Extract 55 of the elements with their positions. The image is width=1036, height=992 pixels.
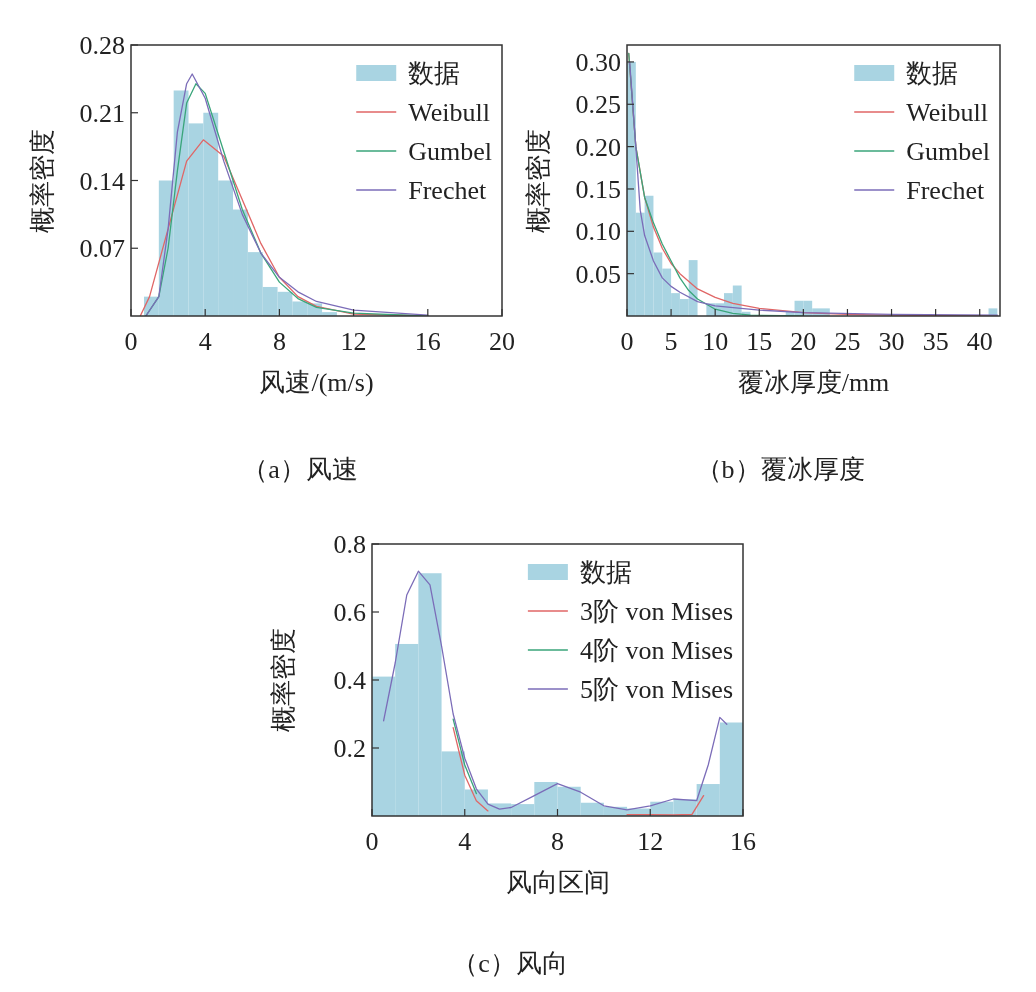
x-tick-label: 15 [746,327,773,356]
x-tick-label: 4 [458,827,472,856]
y-tick-label: 0.2 [333,734,366,763]
x-tick-label: 20 [489,327,515,356]
y-tick-label: 0.21 [79,98,125,128]
x-tick-label: 0 [365,827,379,856]
legend-label: Gumbel [906,137,990,166]
y-tick-label: 0.05 [575,259,621,289]
text: （b）覆冰厚度 [695,455,865,484]
legend-label: 数据 [579,558,632,587]
x-tick-label: 35 [922,327,949,356]
x-axis-title: 覆冰厚度/mm [737,368,890,397]
x-tick-label: 4 [198,327,212,356]
x-tick-label: 30 [878,327,905,356]
y-tick-label: 0.07 [79,234,125,264]
y-tick-label: 0.20 [575,132,621,162]
x-tick-label: 5 [664,327,678,356]
legend-label: Frechet [906,176,985,205]
y-tick-label: 0.25 [575,90,621,120]
x-tick-label: 8 [551,827,564,856]
x-tick-label: 40 [966,327,993,356]
legend-label: Weibull [408,98,490,127]
legend-label: 4阶 von Mises [579,636,733,665]
y-tick-label: 0.4 [333,666,366,695]
x-axis-title: 风向区间 [505,868,610,897]
y-tick-label: 0.28 [79,31,125,60]
x-tick-label: 20 [790,327,817,356]
legend-label: 数据 [906,59,959,88]
x-tick-label: 10 [702,327,729,356]
text: （c）风向 [452,949,568,978]
y-axis-title: 概率密度 [524,128,553,233]
x-axis-title: 风速/(m/s) [259,368,374,397]
y-tick-label: 0.10 [575,217,621,247]
x-tick-label: 8 [272,327,286,356]
legend-label: Gumbel [408,137,492,166]
legend-label: 5阶 von Mises [579,675,733,704]
y-tick-label: 0.6 [333,598,366,627]
legend-label: Weibull [906,98,988,127]
x-tick-label: 16 [730,827,756,856]
y-tick-label: 0.8 [333,530,366,559]
y-tick-label: 0.30 [575,47,621,77]
legend-label: 数据 [408,59,461,88]
y-axis-title: 概率密度 [269,628,298,732]
y-tick-label: 0.14 [79,166,125,196]
legend-label: Frechet [408,176,487,205]
y-axis-title: 概率密度 [28,128,57,233]
x-tick-label: 12 [637,827,664,856]
text: （a）风速 [242,455,358,484]
x-tick-label: 0 [124,327,138,356]
x-tick-label: 16 [414,327,441,356]
x-tick-label: 12 [340,327,367,356]
x-tick-label: 25 [834,327,861,356]
legend-label: 3阶 von Mises [579,597,733,626]
y-tick-label: 0.15 [575,174,621,204]
x-tick-label: 0 [620,327,634,356]
